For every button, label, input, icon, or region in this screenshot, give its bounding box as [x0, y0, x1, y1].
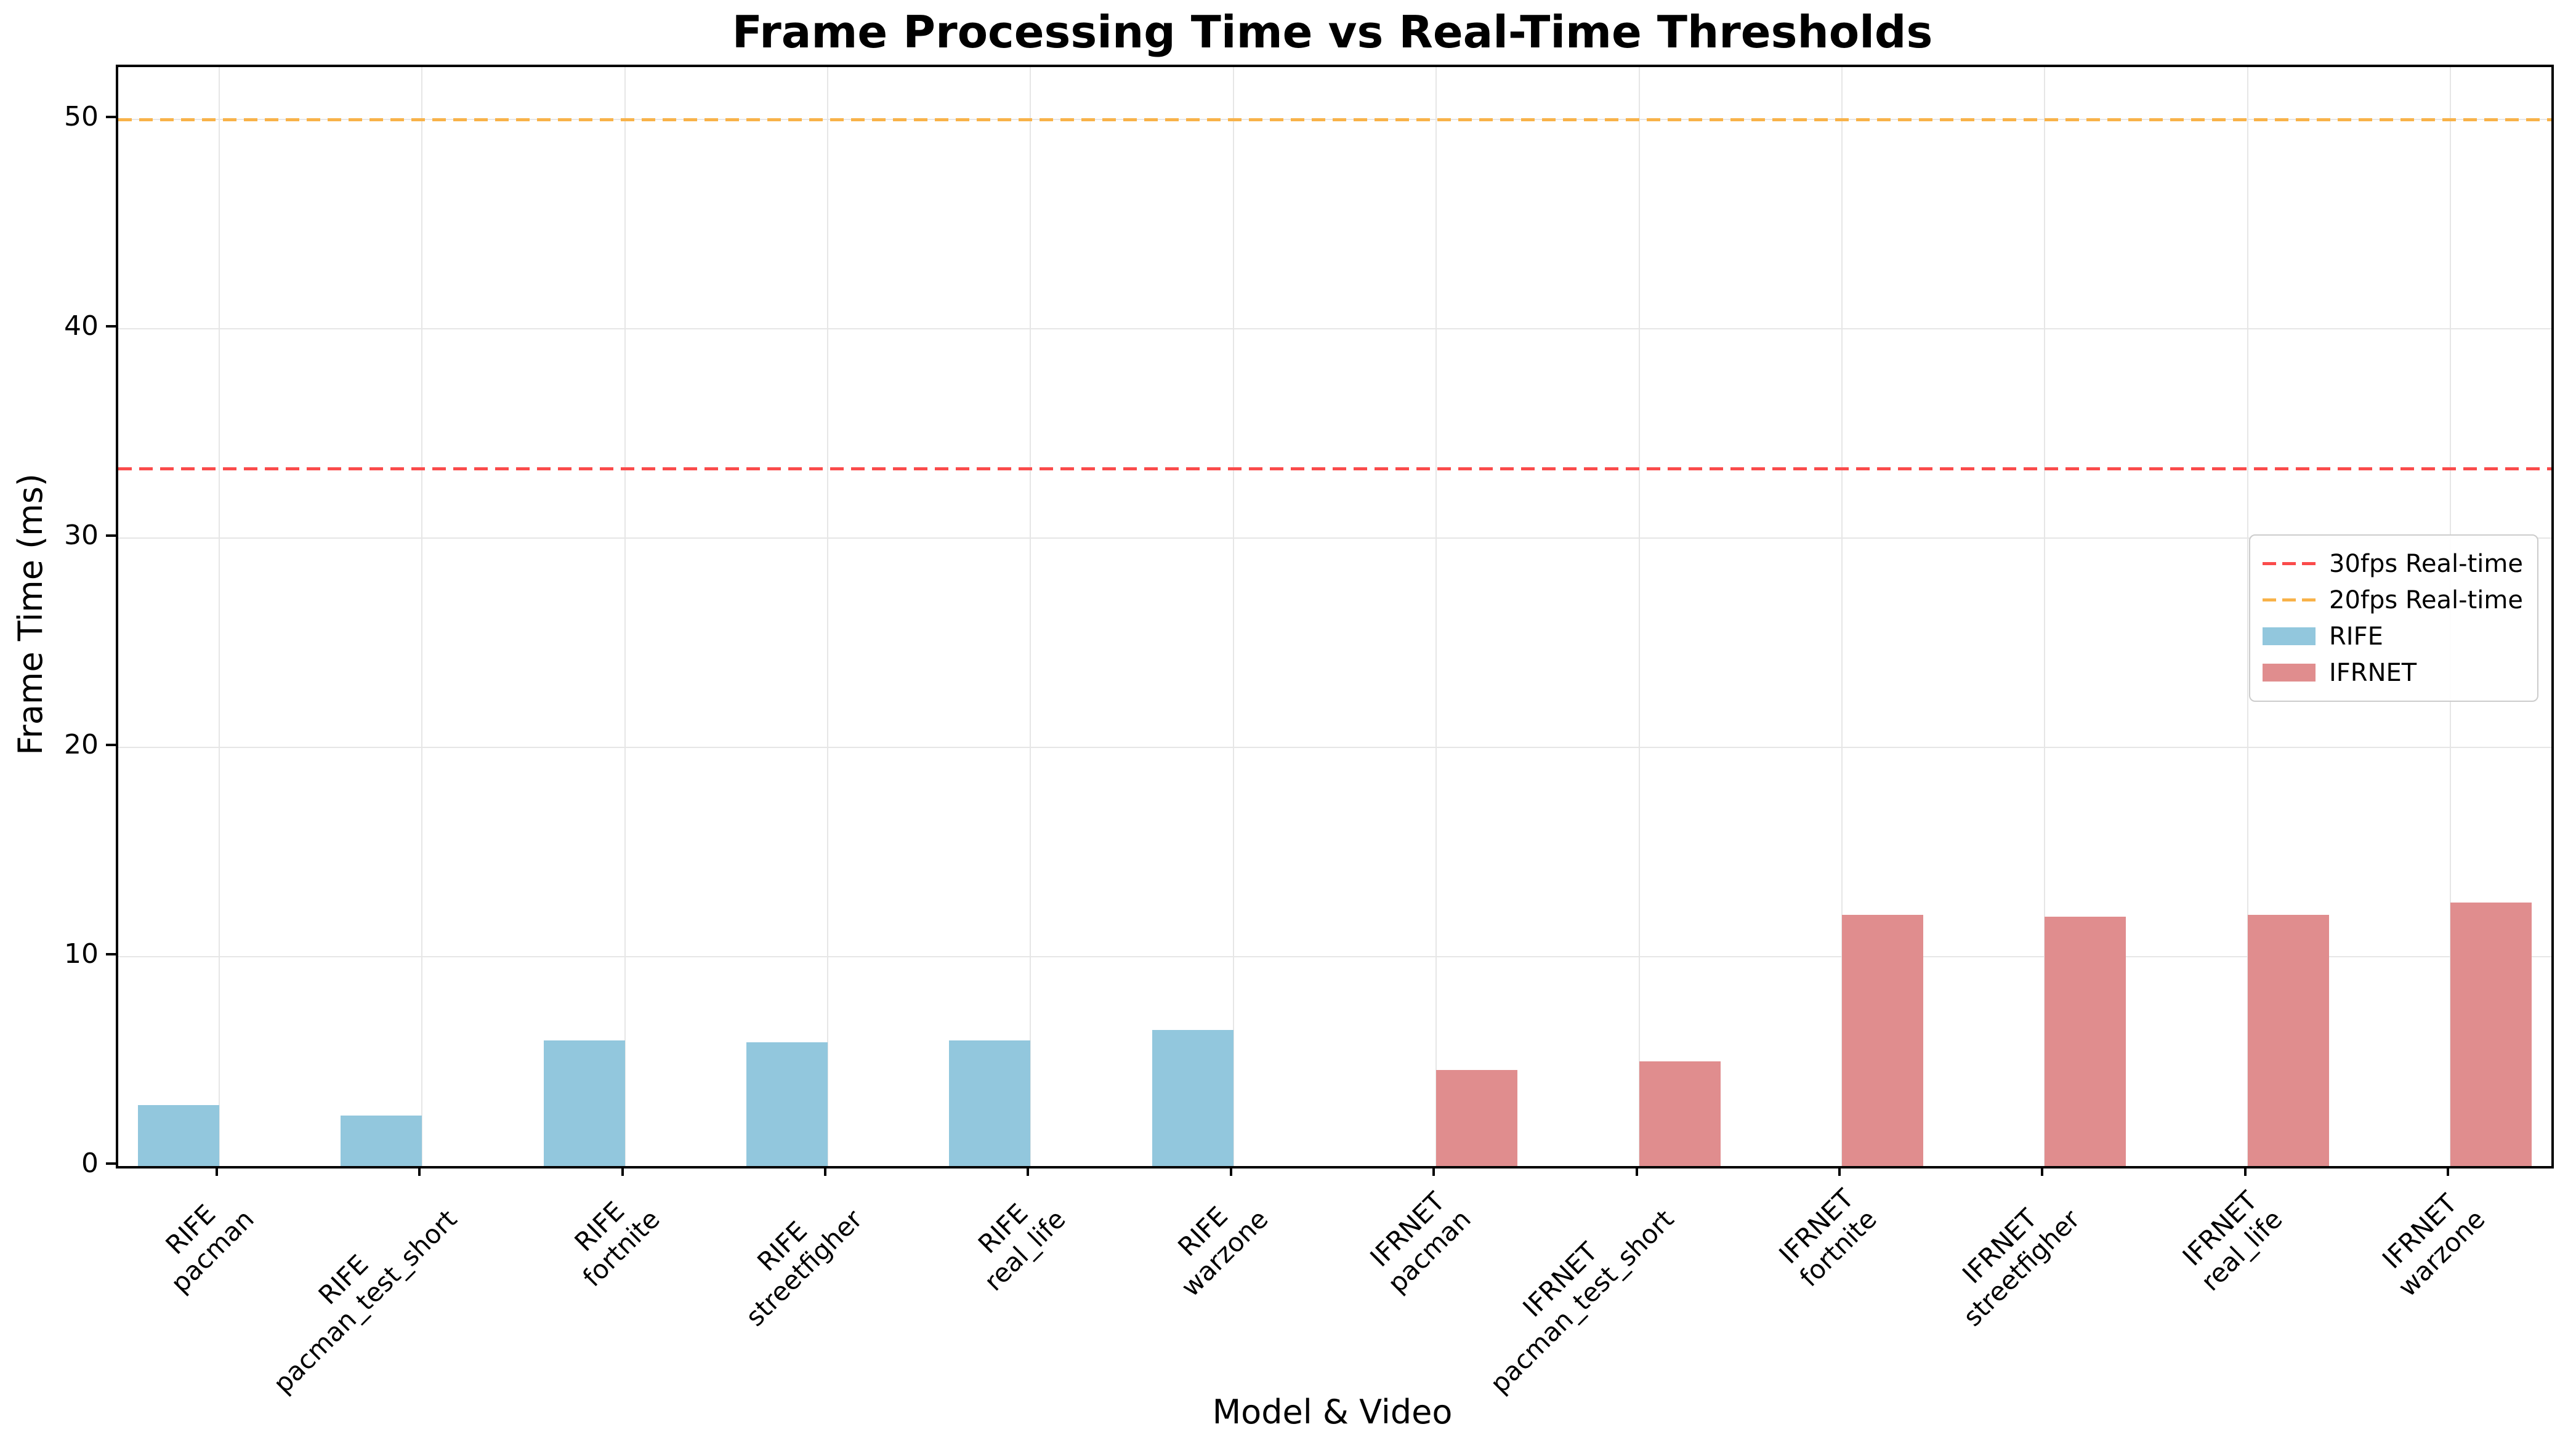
legend-label: RIFE: [2329, 622, 2383, 651]
x-tick-label-line1: RIFE: [312, 1249, 374, 1311]
legend-row: RIFE: [2263, 618, 2525, 654]
x-tick-label: RIFE fortnite: [555, 1182, 666, 1293]
x-tick-label: RIFE real_life: [956, 1182, 1072, 1297]
y-tick-label: 30: [64, 520, 99, 551]
y-tick-label: 10: [64, 938, 99, 970]
x-tick-label-line2: pacman_test_short: [1484, 1204, 1680, 1399]
legend-row: 20fps Real-time: [2263, 582, 2525, 618]
x-tick-mark: [1838, 1166, 1841, 1176]
legend-patch-sample: [2263, 664, 2316, 682]
x-gridline: [1638, 67, 1640, 1166]
x-gridline: [1841, 67, 1843, 1166]
legend-label: 30fps Real-time: [2329, 549, 2523, 578]
legend-row: IFRNET: [2263, 654, 2525, 691]
plot-area: [116, 65, 2554, 1168]
x-gridline: [2247, 67, 2248, 1166]
x-tick-label: IFRNET warzone: [2370, 1182, 2491, 1303]
x-tick-mark: [1432, 1166, 1435, 1176]
threshold-line-30fps: [118, 467, 2551, 470]
bar-ifrnet-real_life: [2247, 915, 2329, 1166]
threshold-line-20fps: [118, 118, 2551, 121]
y-gridline: [118, 537, 2551, 539]
legend-line-sample: [2263, 598, 2316, 601]
x-tick-label: RIFE pacman_test_short: [246, 1182, 463, 1399]
bar-ifrnet-pacman: [1436, 1069, 1518, 1166]
x-tick-mark: [2243, 1166, 2247, 1176]
x-tick-mark: [418, 1166, 421, 1176]
x-tick-label: IFRNET pacman: [1360, 1182, 1477, 1299]
x-tick-label: RIFE streetfigher: [718, 1182, 868, 1332]
x-tick-label: RIFE pacman: [143, 1182, 260, 1299]
legend-line-sample: [2263, 562, 2316, 565]
x-tick-mark: [2041, 1166, 2044, 1176]
y-axis-label-text: Frame Time (ms): [10, 473, 50, 755]
x-gridline: [1030, 67, 1032, 1166]
x-gridline: [1232, 67, 1234, 1166]
chart-title: Frame Processing Time vs Real-Time Thres…: [732, 6, 1933, 58]
bar-rife-fortnite: [543, 1040, 625, 1166]
x-tick-label: RIFE warzone: [1153, 1182, 1274, 1303]
legend-patch-sample: [2263, 627, 2316, 645]
y-tick-mark: [106, 116, 116, 118]
x-gridline: [421, 67, 423, 1166]
y-gridline: [118, 747, 2551, 748]
y-tick-mark: [106, 325, 116, 328]
y-axis-label: Frame Time (ms): [9, 65, 52, 1164]
x-tick-mark: [824, 1166, 827, 1176]
y-tick-label: 0: [81, 1148, 99, 1179]
legend-label: 20fps Real-time: [2329, 585, 2523, 614]
bar-ifrnet-fortnite: [1841, 915, 1923, 1166]
y-tick-mark: [106, 744, 116, 746]
bar-rife-warzone: [1152, 1030, 1234, 1166]
y-tick-mark: [106, 1162, 116, 1165]
y-gridline: [118, 956, 2551, 957]
x-tick-label: IFRNET streetfigher: [1936, 1182, 2086, 1332]
x-tick-mark: [2447, 1166, 2449, 1176]
bar-rife-streetfigher: [746, 1042, 828, 1166]
x-tick-mark: [216, 1166, 218, 1176]
bar-ifrnet-warzone: [2450, 902, 2532, 1166]
legend-row: 30fps Real-time: [2263, 545, 2525, 582]
bar-rife-pacman_test_short: [341, 1116, 422, 1166]
legend: 30fps Real-time 20fps Real-time RIFE IFRNET: [2249, 534, 2538, 702]
x-tick-label: IFRNET fortnite: [1772, 1182, 1883, 1293]
bar-ifrnet-pacman_test_short: [1639, 1061, 1721, 1166]
x-tick-mark: [621, 1166, 624, 1176]
x-tick-mark: [1229, 1166, 1232, 1176]
bar-ifrnet-streetfigher: [2045, 917, 2126, 1166]
y-tick-mark: [106, 953, 116, 955]
x-tick-label-line1: IFRNET: [1517, 1236, 1604, 1323]
x-gridline: [1435, 67, 1437, 1166]
y-tick-mark: [106, 534, 116, 537]
x-gridline: [219, 67, 220, 1166]
x-gridline: [2044, 67, 2046, 1166]
x-gridline: [827, 67, 829, 1166]
x-tick-label: IFRNET real_life: [2173, 1182, 2288, 1297]
x-tick-label: IFRNET pacman_test_short: [1463, 1182, 1680, 1399]
bar-rife-pacman: [138, 1105, 219, 1166]
x-axis-label: Model & Video: [1212, 1393, 1453, 1431]
y-gridline: [118, 328, 2551, 329]
x-tick-label-line2: pacman_test_short: [267, 1204, 463, 1399]
x-gridline: [624, 67, 626, 1166]
y-tick-label: 20: [64, 729, 99, 760]
bar-rife-real_life: [949, 1040, 1031, 1166]
x-tick-mark: [1635, 1166, 1638, 1176]
x-tick-mark: [1027, 1166, 1030, 1176]
legend-label: IFRNET: [2329, 658, 2417, 687]
y-tick-label: 40: [64, 310, 99, 342]
y-tick-label: 50: [64, 101, 99, 132]
